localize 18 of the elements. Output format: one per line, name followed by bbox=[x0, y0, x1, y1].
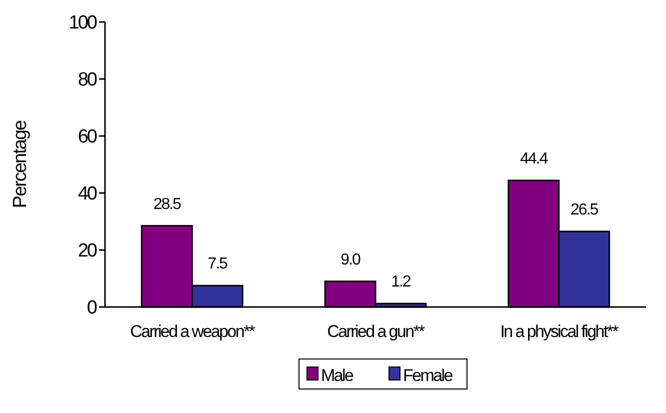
y-tick-label: 60 bbox=[78, 126, 97, 148]
x-tick-label: In a physical fight** bbox=[500, 322, 620, 341]
y-tick-label: 40 bbox=[78, 184, 97, 205]
y-tick-label: 100 bbox=[68, 12, 97, 34]
data-label: 1.2 bbox=[391, 274, 412, 291]
legend-label: Female bbox=[403, 366, 453, 385]
y-tick-label: 0 bbox=[86, 298, 97, 319]
data-label: 7.5 bbox=[208, 256, 228, 273]
data-label: 26.5 bbox=[570, 201, 599, 218]
y-axis-title: Percentage bbox=[10, 120, 31, 208]
x-tick-label: Carried a weapon** bbox=[130, 322, 256, 341]
data-label: 44.4 bbox=[520, 150, 548, 168]
y-tick-label: 20 bbox=[78, 240, 97, 262]
y-tick-label: 80 bbox=[78, 70, 97, 91]
x-tick-label: Carried a gun** bbox=[327, 322, 426, 341]
legend-label: Male bbox=[321, 366, 354, 385]
data-label: 9.0 bbox=[340, 251, 362, 268]
data-label: 28.5 bbox=[153, 196, 182, 213]
